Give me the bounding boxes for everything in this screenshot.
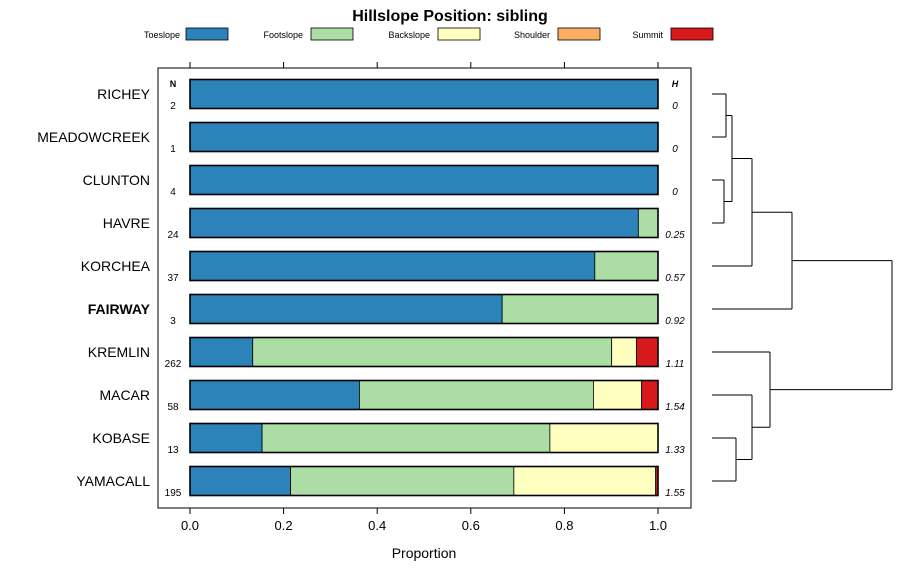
legend-swatch-backslope bbox=[437, 27, 481, 41]
legend-label-footslope: Footslope bbox=[263, 30, 303, 40]
bar-segment-macar-backslope bbox=[593, 380, 643, 410]
h-label-yamacall: 1.55 bbox=[665, 488, 685, 499]
bar-segment-macar-summit bbox=[641, 380, 659, 410]
bar-segment-kobase-toeslope bbox=[189, 423, 263, 453]
bar-segment-clunton-toeslope bbox=[189, 165, 659, 195]
bar-segment-kremlin-footslope bbox=[252, 337, 613, 367]
bar-segment-macar-footslope bbox=[359, 380, 594, 410]
bar-segment-havre-footslope bbox=[637, 208, 659, 238]
n-label-kobase: 13 bbox=[167, 445, 179, 456]
legend: Toeslope Footslope Backslope Shoulder Summit bbox=[144, 27, 714, 41]
y-label-clunton: CLUNTON bbox=[83, 172, 150, 188]
y-label-kremlin: KREMLIN bbox=[88, 344, 150, 360]
h-header: H bbox=[672, 79, 679, 89]
x-tick-label: 0.2 bbox=[275, 518, 293, 533]
x-axis-label: Proportion bbox=[392, 545, 457, 561]
h-label-kobase: 1.33 bbox=[665, 445, 685, 456]
dendrogram bbox=[712, 93, 893, 482]
y-label-macar: MACAR bbox=[99, 387, 150, 403]
n-label-korchea: 37 bbox=[167, 273, 179, 284]
n-label-richey: 2 bbox=[170, 101, 176, 112]
bar-segment-yamacall-footslope bbox=[290, 466, 515, 496]
bar-outline-fairway bbox=[189, 293, 659, 325]
bar-outline-yamacall bbox=[189, 465, 659, 497]
h-label-clunton: 0 bbox=[672, 187, 678, 198]
y-label-fairway: FAIRWAY bbox=[88, 301, 151, 317]
bar-segment-kremlin-summit bbox=[636, 337, 659, 367]
y-label-korchea: KORCHEA bbox=[81, 258, 151, 274]
n-label-meadowcreek: 1 bbox=[170, 144, 176, 155]
bar-segment-kremlin-backslope bbox=[611, 337, 637, 367]
x-tick-label: 0.0 bbox=[181, 518, 199, 533]
bar-segment-fairway-toeslope bbox=[189, 294, 503, 324]
bar-outline-havre bbox=[189, 207, 659, 239]
x-tick-label: 0.4 bbox=[368, 518, 386, 533]
y-label-kobase: KOBASE bbox=[92, 430, 150, 446]
h-label-macar: 1.54 bbox=[665, 402, 685, 413]
n-label-havre: 24 bbox=[167, 230, 179, 241]
n-label-macar: 58 bbox=[167, 402, 179, 413]
bar-outline-meadowcreek bbox=[189, 121, 659, 153]
y-labels-group: RICHEY MEADOWCREEK CLUNTON HAVRE KORCHEA FAIR… bbox=[37, 86, 150, 489]
legend-label-shoulder: Shoulder bbox=[514, 30, 550, 40]
bar-outline-macar bbox=[189, 379, 659, 411]
bar-outline-kremlin bbox=[189, 336, 659, 368]
chart-title: Hillslope Position: sibling bbox=[352, 8, 548, 25]
h-label-havre: 0.25 bbox=[665, 230, 685, 241]
y-label-meadowcreek: MEADOWCREEK bbox=[37, 129, 150, 145]
bar-outline-clunton bbox=[189, 164, 659, 196]
n-labels-group: 2 1 4 24 37 3 262 58 13 195 bbox=[165, 101, 182, 499]
h-labels-group: 0 0 0 0.25 0.57 0.92 1.11 1.54 1.33 1.55 bbox=[665, 101, 685, 499]
y-label-yamacall: YAMACALL bbox=[76, 473, 150, 489]
bar-segment-fairway-footslope bbox=[501, 294, 659, 324]
bar-segment-macar-toeslope bbox=[189, 380, 360, 410]
bar-segment-korchea-footslope bbox=[594, 251, 659, 281]
legend-swatch-summit bbox=[670, 27, 714, 41]
legend-label-summit: Summit bbox=[632, 30, 663, 40]
n-label-clunton: 4 bbox=[170, 187, 176, 198]
bar-segment-richey-toeslope bbox=[189, 79, 659, 109]
y-label-havre: HAVRE bbox=[103, 215, 150, 231]
bar-segment-kobase-footslope bbox=[261, 423, 551, 453]
h-label-kremlin: 1.11 bbox=[666, 359, 685, 370]
bar-segment-havre-toeslope bbox=[189, 208, 639, 238]
legend-label-backslope: Backslope bbox=[388, 30, 430, 40]
bar-outline-korchea bbox=[189, 250, 659, 282]
h-label-fairway: 0.92 bbox=[665, 316, 685, 327]
n-header: N bbox=[170, 79, 177, 89]
x-axis: 0.0 0.2 0.4 0.6 0.8 1.0 bbox=[181, 62, 667, 533]
legend-swatch-toeslope bbox=[185, 27, 229, 41]
n-label-fairway: 3 bbox=[170, 316, 176, 327]
bar-outline-richey bbox=[189, 78, 659, 110]
x-tick-label: 1.0 bbox=[649, 518, 667, 533]
bar-segment-kremlin-toeslope bbox=[189, 337, 254, 367]
plot-frame bbox=[157, 67, 692, 509]
bar-segment-korchea-toeslope bbox=[189, 251, 596, 281]
legend-label-toeslope: Toeslope bbox=[144, 30, 180, 40]
n-label-kremlin: 262 bbox=[165, 359, 182, 370]
bars-group bbox=[189, 78, 659, 497]
bar-segment-yamacall-toeslope bbox=[189, 466, 292, 496]
bar-segment-meadowcreek-toeslope bbox=[189, 122, 659, 152]
bar-segment-kobase-backslope bbox=[549, 423, 659, 453]
bar-outline-kobase bbox=[189, 422, 659, 454]
h-label-richey: 0 bbox=[672, 101, 678, 112]
n-label-yamacall: 195 bbox=[165, 488, 182, 499]
h-label-korchea: 0.57 bbox=[665, 273, 685, 284]
x-tick-label: 0.8 bbox=[555, 518, 573, 533]
y-label-richey: RICHEY bbox=[97, 86, 151, 102]
legend-swatch-footslope bbox=[310, 27, 354, 41]
x-tick-label: 0.6 bbox=[462, 518, 480, 533]
legend-swatch-shoulder bbox=[557, 27, 601, 41]
bar-segment-yamacall-backslope bbox=[513, 466, 657, 496]
h-label-meadowcreek: 0 bbox=[672, 144, 678, 155]
